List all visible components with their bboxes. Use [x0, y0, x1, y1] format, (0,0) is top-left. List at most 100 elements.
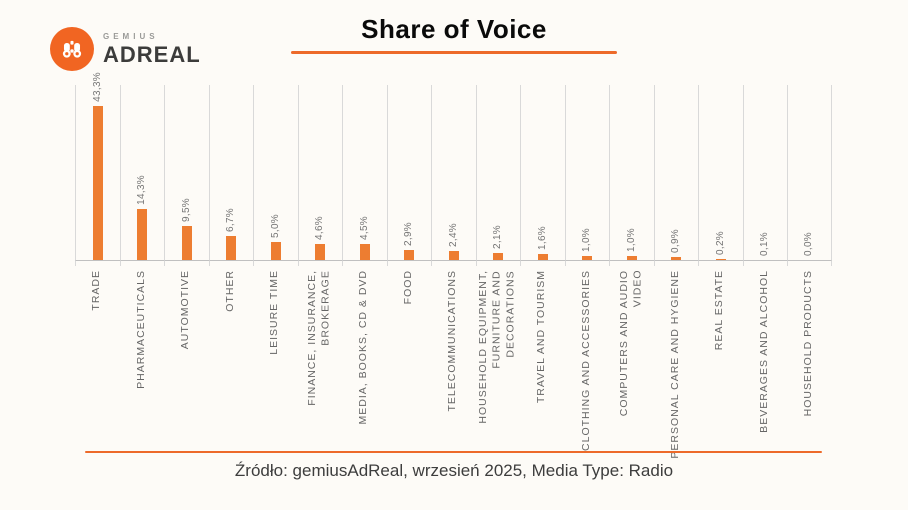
category-label: BEVERAGES AND ALCOHOL [757, 270, 770, 433]
category-label-cell: MEDIA, BOOKS, CD & DVD [342, 266, 387, 451]
bar-value-label: 0,1% [759, 232, 771, 256]
category-label: TRAVEL AND TOURISM [535, 270, 548, 404]
logo-wordmark: GEMIUS ADREAL [103, 31, 201, 67]
plot-cell: 0,0% [787, 85, 832, 261]
axis-tick [609, 261, 654, 266]
chart-column: 1,6% TRAVEL AND TOURISM [520, 85, 565, 451]
axis-tick [520, 261, 565, 266]
brand-logo: GEMIUS ADREAL [50, 27, 201, 71]
plot-cell: 4,5% [342, 85, 387, 261]
plot-cell: 2,4% [431, 85, 476, 261]
title-underline [291, 51, 617, 54]
axis-tick [297, 261, 343, 266]
category-label-cell: FOOD [387, 266, 432, 451]
chart-column: 2,1% HOUSEHOLD EQUIPMENT, FURNITURE AND D… [475, 85, 521, 451]
category-label-cell: REAL ESTATE [698, 266, 743, 451]
bar-value-label: 4,6% [314, 216, 326, 240]
category-label: PHARMACEUTICALS [134, 270, 147, 389]
plot-cell: 2,9% [386, 85, 431, 261]
bar [493, 253, 504, 260]
chart-column: 4,6% FINANCE, INSURANCE, BROKERAGE [297, 85, 343, 451]
category-label-cell: TRADE [75, 266, 120, 451]
bar-value-label: 4,5% [358, 216, 370, 240]
chart-column: 4,5% MEDIA, BOOKS, CD & DVD [342, 85, 387, 451]
chart-column: 0,9% PERSONAL CARE AND HYGIENE [653, 85, 699, 459]
bar-value-label: 2,4% [447, 223, 459, 247]
category-label-cell: OTHER [209, 266, 254, 451]
axis-tick [164, 261, 209, 266]
chart-column: 0,1% BEVERAGES AND ALCOHOL [742, 85, 788, 451]
axis-tick [386, 261, 432, 266]
category-label: TELECOMMUNICATIONS [446, 270, 459, 412]
chart-column: 5,0% LEISURE TIME [253, 85, 298, 451]
category-label: AUTOMOTIVE [179, 270, 192, 350]
category-label-cell: COMPUTERS AND AUDIO VIDEO [609, 266, 654, 451]
category-label: HOUSEHOLD PRODUCTS [802, 270, 815, 417]
bar [181, 226, 192, 260]
axis-tick [119, 261, 165, 266]
axis-tick [253, 261, 298, 266]
binoculars-icon [62, 40, 82, 58]
bar [359, 244, 370, 260]
axis-tick [787, 261, 832, 266]
category-label: HOUSEHOLD EQUIPMENT, FURNITURE AND DECOR… [477, 270, 517, 424]
category-label-cell: HOUSEHOLD EQUIPMENT, FURNITURE AND DECOR… [476, 266, 521, 451]
bar [537, 254, 548, 260]
bar [448, 251, 459, 260]
plot-cell: 2,1% [475, 85, 520, 261]
category-label: REAL ESTATE [713, 270, 726, 351]
category-label: OTHER [223, 270, 236, 312]
plot-cell: 1,6% [520, 85, 565, 261]
bar-value-label: 0,0% [803, 232, 815, 256]
category-label: FINANCE, INSURANCE, BROKERAGE [306, 270, 332, 406]
bar-value-label: 43,3% [91, 72, 103, 102]
axis-tick [653, 261, 699, 266]
axis-tick [342, 261, 387, 266]
axis-tick [564, 261, 610, 266]
bar [92, 106, 103, 260]
category-label-cell: TELECOMMUNICATIONS [431, 266, 476, 451]
axis-tick [208, 261, 254, 266]
category-label: CLOTHING AND ACCESSORIES [579, 270, 592, 451]
axis-tick [698, 261, 743, 266]
logo-adreal-label: ADREAL [103, 41, 201, 67]
category-label-cell: BEVERAGES AND ALCOHOL [743, 266, 788, 451]
plot-cell: 0,9% [653, 85, 698, 261]
bar [626, 256, 637, 260]
source-note: Źródło: gemiusAdReal, wrzesień 2025, Med… [234, 461, 674, 480]
bar [582, 256, 593, 260]
plot-cell: 0,2% [698, 85, 743, 261]
chart-column: 1,0% COMPUTERS AND AUDIO VIDEO [609, 85, 654, 451]
plot-cell: 14,3% [119, 85, 164, 261]
axis-tick [431, 261, 476, 266]
chart-column: 2,4% TELECOMMUNICATIONS [431, 85, 476, 451]
category-label-cell: LEISURE TIME [253, 266, 298, 451]
plot-cell: 9,5% [164, 85, 209, 261]
bar [715, 259, 726, 260]
bar-value-label: 9,5% [180, 198, 192, 222]
page-title: Share of Voice [361, 14, 547, 44]
plot-cell: 5,0% [253, 85, 298, 261]
bar-value-label: 14,3% [136, 175, 148, 205]
category-label: FOOD [401, 270, 414, 305]
chart-column: 9,5% AUTOMOTIVE [164, 85, 209, 451]
category-label: TRADE [90, 270, 103, 311]
category-label: PERSONAL CARE AND HYGIENE [668, 270, 681, 459]
chart-column: 43,3% TRADE [75, 72, 120, 451]
category-label: MEDIA, BOOKS, CD & DVD [357, 270, 370, 425]
chart-column: 2,9% FOOD [386, 85, 432, 451]
category-label: COMPUTERS AND AUDIO VIDEO [617, 270, 644, 417]
logo-gemius-label: GEMIUS [103, 31, 159, 41]
category-label-cell: HOUSEHOLD PRODUCTS [787, 266, 832, 451]
bar [270, 242, 281, 260]
axis-tick [475, 261, 521, 266]
bar-value-label: 0,2% [714, 231, 726, 255]
bar [404, 250, 415, 260]
bar-value-label: 1,0% [581, 228, 593, 252]
category-label-cell: TRAVEL AND TOURISM [520, 266, 565, 451]
footer-divider [85, 451, 822, 453]
bar-value-label: 5,0% [269, 214, 281, 238]
plot-cell: 6,7% [208, 85, 253, 261]
plot-cell: 1,0% [609, 85, 654, 261]
